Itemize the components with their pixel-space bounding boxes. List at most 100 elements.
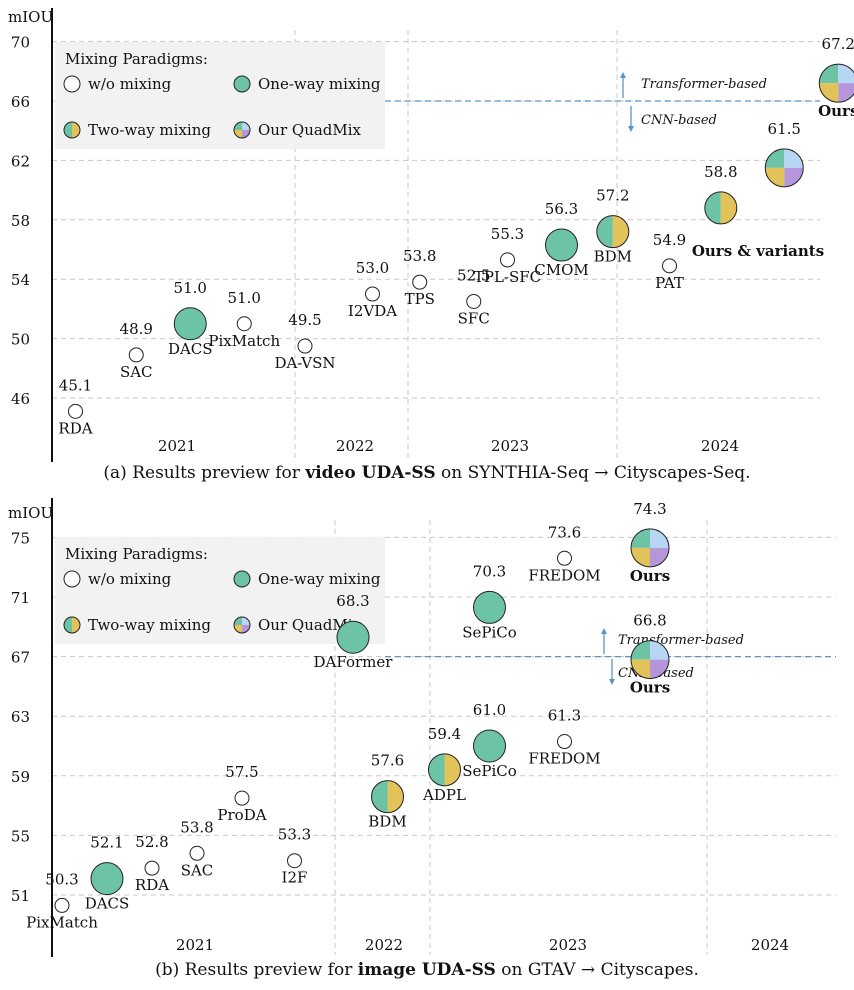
legend-title: Mixing Paradigms: bbox=[65, 50, 208, 68]
point-dacs-1-value-label: 52.1 bbox=[90, 834, 123, 852]
arrow-up-icon bbox=[601, 628, 607, 634]
panel-a-chart: 46 50 54 58 62 66 70 mIOU 2021 2022 2023 2024 Mixing… bbox=[8, 8, 854, 462]
point-fredom-11-marker-circle bbox=[557, 550, 572, 566]
point-ours-14-marker-quad-bl bbox=[631, 659, 650, 679]
legend-marker-one bbox=[233, 75, 251, 93]
point-rda-2-marker bbox=[144, 860, 160, 876]
y-tick-label: 54 bbox=[11, 271, 30, 289]
point-bdm-7-value-label: 57.6 bbox=[371, 752, 404, 770]
point-variant-12-marker-half-left bbox=[704, 191, 721, 224]
point-variant-12-value-label: 58.8 bbox=[704, 163, 737, 181]
point-adpl-8-marker-half-left bbox=[428, 753, 445, 786]
legend-marker-one-circle bbox=[233, 75, 251, 93]
year-label-2024: 2024 bbox=[701, 437, 739, 455]
point-ours-14-name-label: Ours bbox=[630, 679, 670, 697]
point-rda-0-value-label: 45.1 bbox=[59, 376, 92, 394]
year-label-2021: 2021 bbox=[176, 936, 214, 954]
point-sfc-7-name-label: SFC bbox=[458, 309, 490, 327]
arrow-down-icon bbox=[628, 126, 634, 132]
point-pixmatch-3-marker bbox=[236, 316, 252, 332]
point-bdm-10-value-label: 57.2 bbox=[596, 187, 629, 205]
legend-marker-none-circle bbox=[63, 75, 81, 93]
point-sepico-10-marker bbox=[473, 729, 506, 763]
y-tick-label: 75 bbox=[11, 529, 30, 547]
point-bdm-10-name-label: BDM bbox=[594, 248, 632, 266]
point-pixmatch-3-value-label: 51.0 bbox=[228, 289, 261, 307]
point-proda-4-marker bbox=[234, 790, 250, 806]
point-da-vsn-4-name-label: DA-VSN bbox=[274, 354, 335, 372]
point-sepico-9-marker-circle bbox=[473, 590, 506, 624]
point-variant-12-marker-outline bbox=[704, 191, 738, 225]
point-pat-11-value-label: 54.9 bbox=[653, 231, 686, 249]
point-adpl-8-marker bbox=[428, 753, 461, 787]
y-tick-label: 59 bbox=[11, 768, 30, 786]
point-ours-13-marker-quad-tl bbox=[631, 528, 650, 548]
point-fredom-11-marker bbox=[557, 550, 572, 566]
point-variant-13-marker-outline bbox=[764, 148, 804, 188]
point-variant-13-marker-quad-br bbox=[784, 167, 804, 187]
point-i2f-5-marker bbox=[287, 853, 302, 869]
point-pixmatch-0-marker-circle bbox=[54, 897, 70, 913]
point-ours-14-marker-quad-tl bbox=[631, 640, 650, 660]
legend-marker-quad-outline bbox=[233, 121, 251, 139]
point-ours-14-value-label: 67.2 bbox=[822, 35, 854, 53]
point-sac-3-name-label: SAC bbox=[181, 861, 214, 879]
y-tick-label: 46 bbox=[11, 390, 30, 408]
y-tick-label: 70 bbox=[11, 34, 30, 52]
point-da-vsn-4-value-label: 49.5 bbox=[288, 311, 321, 329]
point-fredom-12-marker bbox=[557, 734, 572, 750]
legend: Mixing Paradigms: w/o mixing One-way mixin… bbox=[55, 537, 385, 644]
point-tpl-sfc-8-value-label: 55.3 bbox=[491, 225, 524, 243]
point-tps-6-name-label: TPS bbox=[405, 290, 435, 308]
point-sac-3-marker bbox=[189, 845, 205, 861]
point-sepico-9-marker bbox=[473, 590, 506, 624]
legend-label-none: w/o mixing bbox=[88, 570, 172, 588]
y-tick-label: 67 bbox=[11, 649, 30, 667]
point-bdm-7-name-label: BDM bbox=[368, 813, 406, 831]
point-tps-6-value-label: 53.8 bbox=[403, 247, 436, 265]
point-sac-1-value-label: 48.9 bbox=[120, 320, 153, 338]
point-bdm-7-marker-half-left bbox=[371, 780, 388, 813]
legend-label-none: w/o mixing bbox=[88, 75, 172, 93]
point-i2f-5-name-label: I2F bbox=[282, 869, 308, 887]
point-ours-14-marker-quad-tr bbox=[650, 640, 669, 660]
legend-marker-quad bbox=[233, 616, 251, 634]
point-fredom-11-name-label: FREDOM bbox=[528, 566, 600, 584]
legend-marker-none bbox=[63, 75, 81, 93]
legend-marker-two bbox=[63, 616, 81, 634]
legend-marker-quad-quad-bl bbox=[234, 625, 242, 633]
point-sac-1-name-label: SAC bbox=[120, 363, 153, 381]
legend-marker-two-half-left bbox=[64, 122, 72, 138]
point-i2vda-5-marker-circle bbox=[365, 286, 380, 302]
point-i2vda-5-marker bbox=[365, 286, 380, 302]
point-i2f-5-value-label: 53.3 bbox=[278, 826, 311, 844]
point-variant-13-marker-quad-tr bbox=[784, 148, 804, 168]
point-ours-13-marker-outline bbox=[630, 528, 670, 568]
legend-marker-quad-quad-tr bbox=[242, 122, 250, 130]
point-daformer-6-marker-circle bbox=[336, 620, 370, 654]
y-tick-label: 71 bbox=[11, 589, 30, 607]
point-sepico-10-marker-circle bbox=[473, 729, 506, 763]
point-bdm-10-marker-outline bbox=[596, 215, 630, 249]
legend-label-quad: Our QuadMix bbox=[258, 121, 362, 139]
point-pixmatch-0-name-label: PixMatch bbox=[26, 913, 98, 931]
point-sac-3-value-label: 53.8 bbox=[180, 818, 213, 836]
point-cmom-9-marker bbox=[545, 228, 578, 262]
year-label-2023: 2023 bbox=[491, 437, 529, 455]
year-label-2022: 2022 bbox=[365, 936, 403, 954]
point-pixmatch-3-name-label: PixMatch bbox=[208, 332, 280, 350]
legend-marker-quad bbox=[233, 121, 251, 139]
legend-marker-quad-quad-tr bbox=[242, 617, 250, 625]
point-cmom-9-value-label: 56.3 bbox=[545, 200, 578, 218]
legend-label-two: Two-way mixing bbox=[88, 121, 211, 139]
year-label-2023: 2023 bbox=[549, 936, 587, 954]
point-tpl-sfc-8-marker-circle bbox=[500, 252, 515, 268]
point-sepico-10-value-label: 61.0 bbox=[473, 701, 506, 719]
point-ours-14-marker-quad-tl bbox=[819, 64, 839, 84]
y-tick-label: 63 bbox=[11, 708, 30, 726]
legend-marker-one bbox=[233, 570, 251, 588]
caption-b: (b) Results preview for image UDA-SS on … bbox=[155, 960, 699, 980]
point-cmom-9-marker-circle bbox=[545, 228, 578, 262]
legend-marker-none bbox=[63, 570, 81, 588]
legend-marker-two-half-left bbox=[64, 617, 72, 633]
